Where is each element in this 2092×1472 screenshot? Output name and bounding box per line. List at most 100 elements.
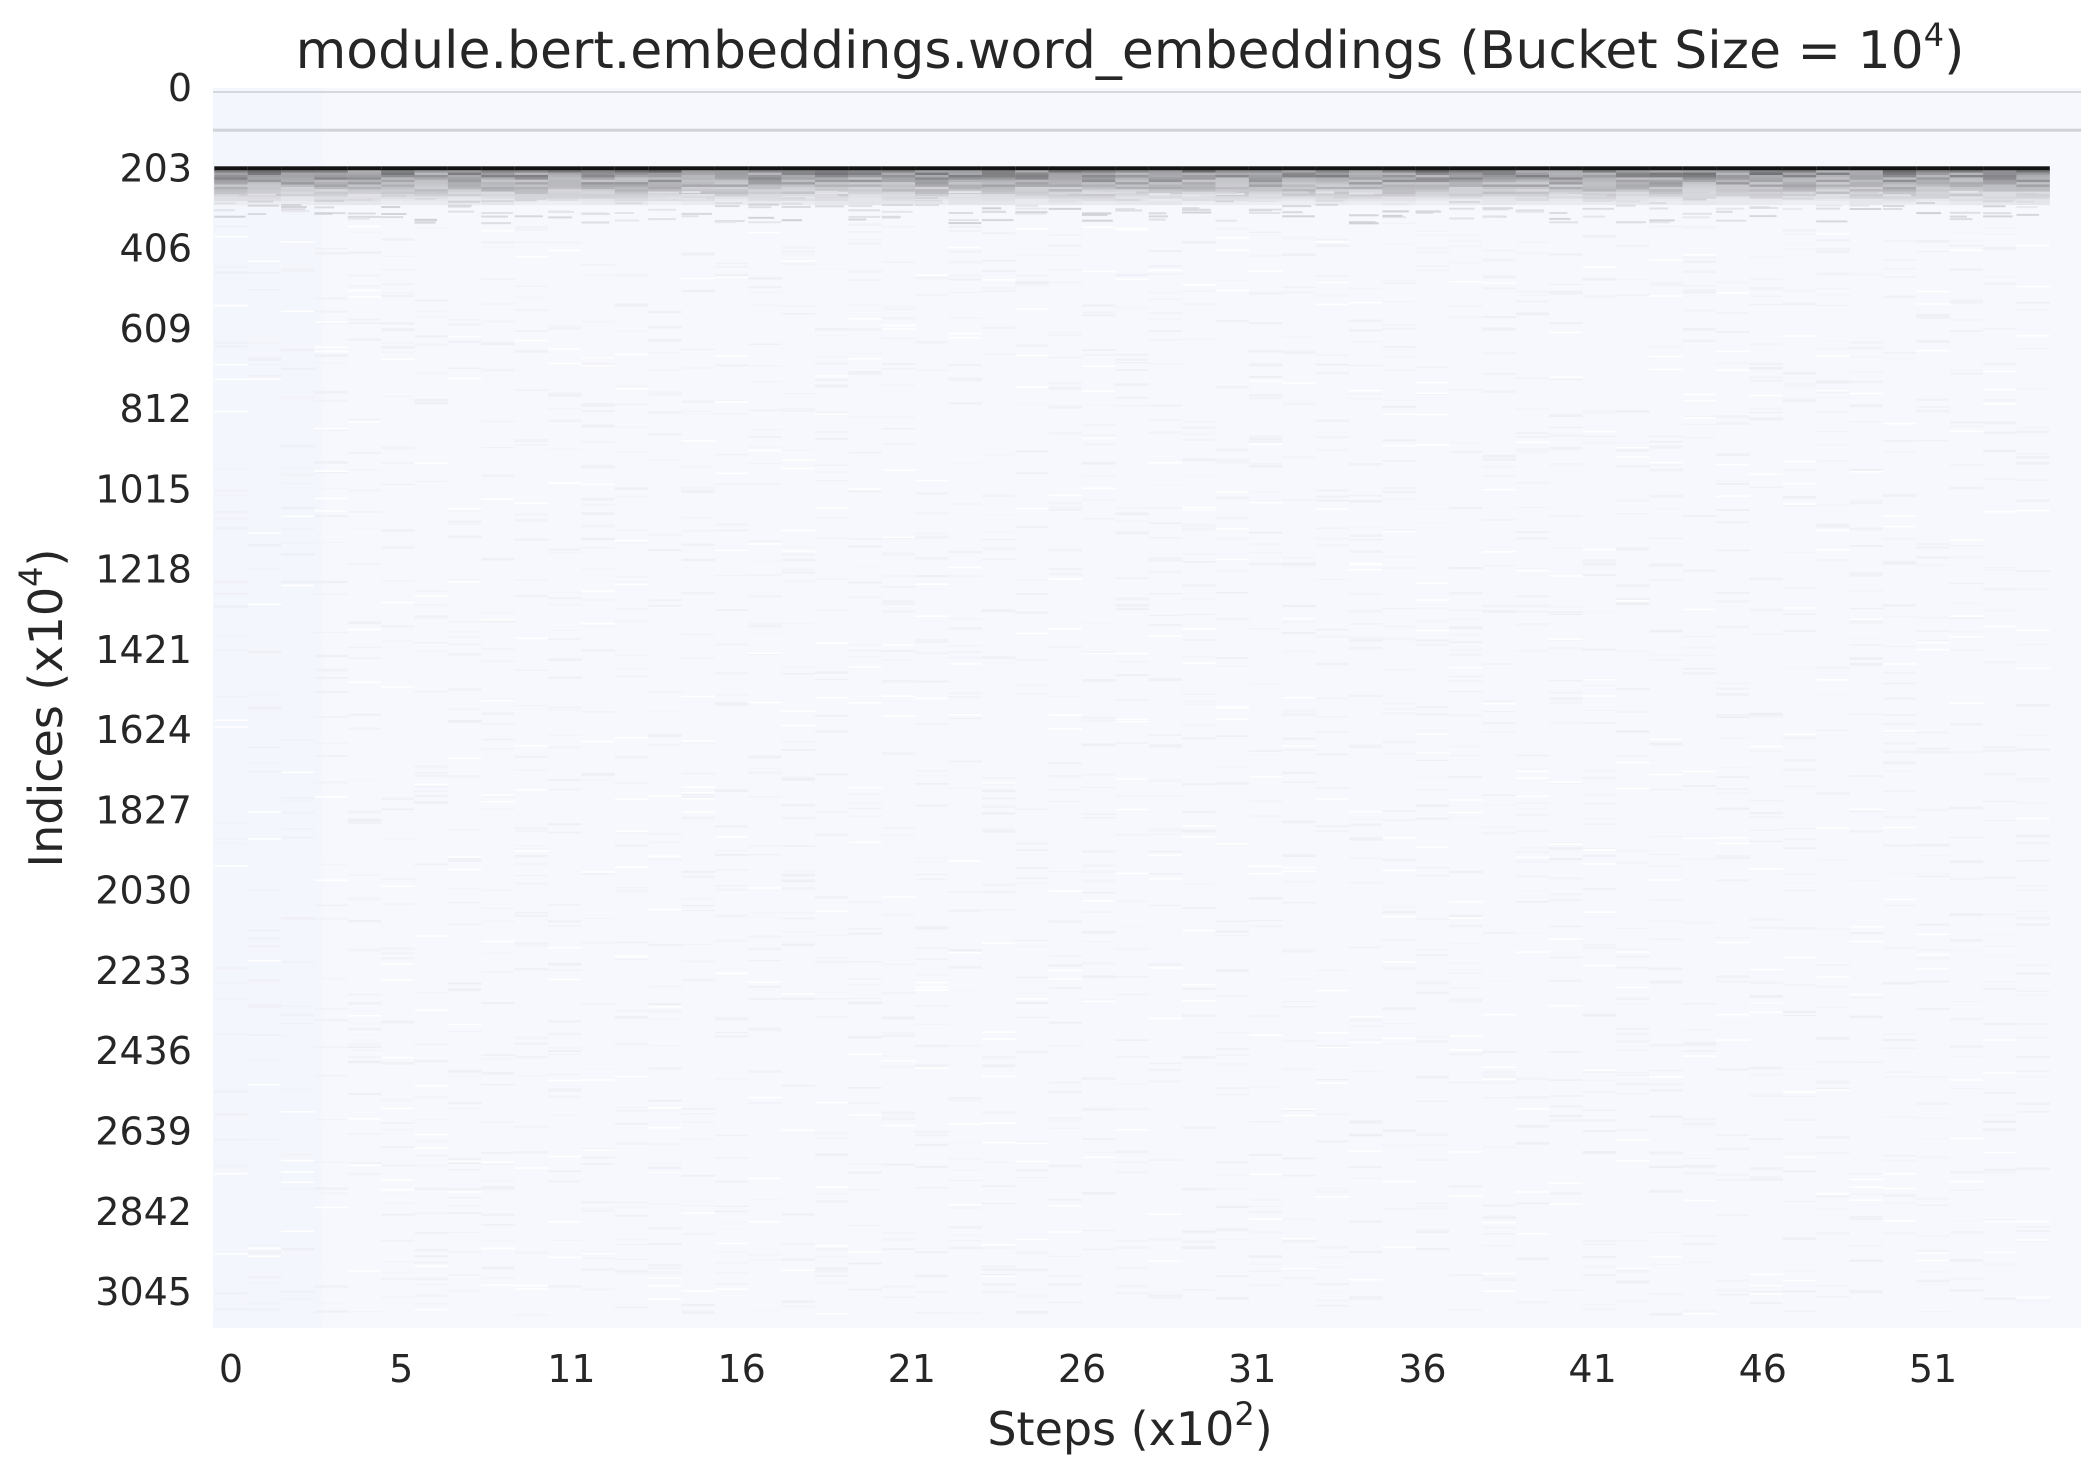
- heatmap-cell: [1148, 269, 1183, 272]
- heatmap-cell: [481, 194, 515, 198]
- heatmap-cell: [815, 480, 849, 482]
- heatmap-cell: [1549, 283, 1583, 285]
- heatmap-cell: [1048, 978, 1082, 980]
- heatmap-cell: [1382, 916, 1416, 918]
- heatmap-cell: [1082, 864, 1116, 867]
- heatmap-cell: [314, 310, 348, 313]
- heatmap-cell: [1082, 817, 1116, 819]
- heatmap-cell: [514, 194, 549, 198]
- heatmap-cell: [1515, 795, 1550, 798]
- heatmap-cell: [1616, 194, 1650, 198]
- heatmap-cell: [915, 1130, 949, 1134]
- heatmap-cell: [1816, 1285, 1850, 1287]
- heatmap-cell: [748, 854, 782, 856]
- heatmap-cell: [1015, 344, 1049, 347]
- heatmap-cell: [548, 419, 582, 422]
- heatmap-cell: [1515, 179, 1550, 184]
- heatmap-cell: [614, 403, 649, 406]
- heatmap-cell: [1082, 743, 1116, 747]
- heatmap-cell: [915, 342, 949, 345]
- heatmap-cell: [1649, 629, 1683, 633]
- heatmap-cell: [1916, 166, 1950, 172]
- heatmap-cell: [214, 842, 248, 845]
- heatmap-cell: [347, 489, 382, 492]
- heatmap-cell: [1215, 237, 1249, 239]
- heatmap-cell: [648, 1277, 682, 1279]
- heatmap-cell: [748, 221, 781, 224]
- heatmap-cell: [1682, 225, 1717, 228]
- heatmap-cell: [881, 368, 916, 370]
- heatmap-cell: [1882, 1220, 1917, 1222]
- heatmap-cell: [1816, 196, 1841, 199]
- heatmap-cell: [414, 1308, 448, 1311]
- heatmap-cell: [1315, 175, 1349, 179]
- heatmap-cell: [1415, 949, 1450, 951]
- heatmap-cell: [1882, 615, 1917, 618]
- heatmap-cell: [1148, 794, 1183, 797]
- heatmap-cell: [514, 182, 549, 187]
- heatmap-cell: [2016, 643, 2050, 646]
- heatmap-cell: [1215, 496, 1249, 500]
- heatmap-cell: [1515, 431, 1550, 434]
- heatmap-cell: [581, 1163, 615, 1165]
- heatmap-cell: [314, 510, 348, 512]
- heatmap-cell: [1849, 810, 1883, 813]
- heatmap-cell: [1816, 288, 1850, 290]
- heatmap-cell: [1983, 987, 2017, 991]
- heatmap-cell: [1782, 184, 1817, 189]
- heatmap-cell: [1716, 1147, 1750, 1151]
- heatmap-cell: [915, 1186, 949, 1189]
- heatmap-cell: [848, 238, 882, 241]
- heatmap-cell: [1148, 614, 1183, 616]
- heatmap-cell: [948, 989, 982, 991]
- heatmap-cell: [1015, 1160, 1049, 1163]
- heatmap-cell: [714, 166, 749, 172]
- heatmap-cell: [2016, 780, 2050, 783]
- heatmap-cell: [381, 878, 415, 880]
- heatmap-cell: [214, 179, 248, 184]
- heatmap-cell: [781, 778, 815, 781]
- heatmap-cell: [2016, 802, 2050, 805]
- heatmap-cell: [1248, 212, 1281, 214]
- heatmap-cell: [1749, 1293, 1783, 1295]
- heatmap-cell: [1482, 172, 1516, 177]
- heatmap-cell: [1115, 512, 1149, 516]
- heatmap-cell: [1782, 607, 1817, 609]
- heatmap-cell: [1115, 604, 1149, 607]
- heatmap-cell: [381, 1056, 415, 1059]
- heatmap-cell: [1816, 182, 1850, 187]
- heatmap-cell: [1349, 214, 1379, 217]
- heatmap-cell: [1716, 980, 1750, 983]
- heatmap-cell: [447, 318, 482, 321]
- heatmap-cell: [1649, 759, 1683, 761]
- heatmap-cell: [1682, 785, 1717, 788]
- heatmap-cell: [1682, 260, 1717, 263]
- heatmap-cell: [1649, 1043, 1683, 1047]
- heatmap-cell: [1749, 995, 1783, 998]
- heatmap-cell: [381, 640, 415, 642]
- heatmap-cell: [581, 403, 615, 406]
- heatmap-cell: [714, 1222, 749, 1224]
- heatmap-cell: [1782, 371, 1817, 375]
- heatmap-cell: [1382, 529, 1416, 531]
- heatmap-cell: [1382, 194, 1416, 198]
- heatmap-cell: [1248, 191, 1283, 196]
- heatmap-cell: [214, 170, 248, 175]
- heatmap-cell: [347, 1049, 382, 1052]
- heatmap-cell: [781, 1258, 815, 1261]
- heatmap-cell: [881, 1055, 916, 1057]
- heatmap-cell: [681, 1290, 715, 1292]
- heatmap-cell: [548, 1050, 582, 1053]
- heatmap-cell: [1015, 1050, 1049, 1052]
- heatmap-cell: [1382, 399, 1416, 402]
- heatmap-cell: [1983, 166, 2017, 172]
- heatmap-cell: [1916, 980, 1950, 983]
- heatmap-cell: [781, 553, 815, 556]
- heatmap-cell: [1649, 1256, 1683, 1258]
- heatmap-cell: [1916, 1284, 1950, 1286]
- heatmap-cell: [1248, 542, 1283, 546]
- heatmap-cell: [1515, 875, 1550, 878]
- heatmap-cell: [247, 364, 282, 366]
- heatmap-cell: [281, 1298, 315, 1300]
- heatmap-cell: [1482, 1276, 1516, 1280]
